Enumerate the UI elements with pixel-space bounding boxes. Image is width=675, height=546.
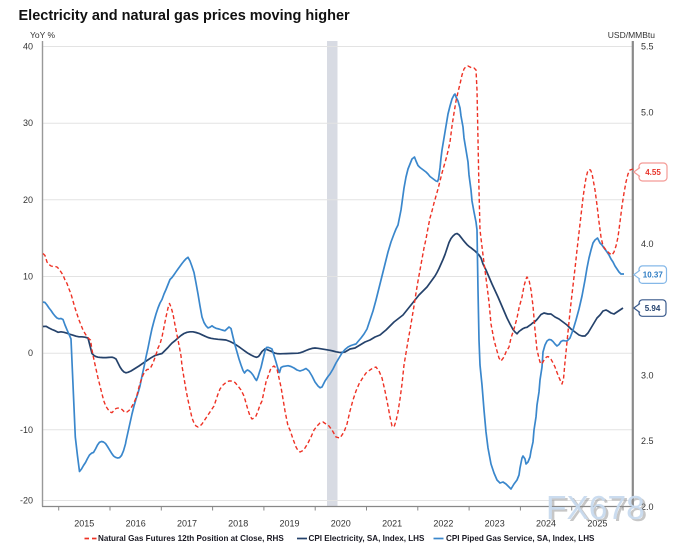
svg-text:0: 0 [28,348,33,358]
svg-text:-20: -20 [20,496,33,506]
svg-text:FX678: FX678 [546,490,645,527]
svg-text:YoY %: YoY % [30,30,55,40]
svg-text:5.0: 5.0 [641,107,654,117]
svg-text:2019: 2019 [279,519,299,529]
svg-text:CPI Piped Gas Service, SA, Ind: CPI Piped Gas Service, SA, Index, LHS [446,534,595,543]
svg-text:2020: 2020 [331,519,351,529]
svg-text:2025: 2025 [587,519,607,529]
svg-text:CPI Electricity, SA, Index, LH: CPI Electricity, SA, Index, LHS [309,534,425,543]
svg-text:USD/MMBtu: USD/MMBtu [608,30,656,40]
svg-text:3.0: 3.0 [641,370,654,380]
svg-text:2.5: 2.5 [641,436,654,446]
svg-text:2021: 2021 [382,519,402,529]
svg-text:10.37: 10.37 [643,271,664,280]
svg-text:30: 30 [23,118,33,128]
svg-text:2016: 2016 [126,519,146,529]
svg-text:2024: 2024 [536,519,556,529]
svg-text:FX678: FX678 [549,492,648,529]
svg-text:2017: 2017 [177,519,197,529]
svg-text:2018: 2018 [228,519,248,529]
svg-text:4.55: 4.55 [645,168,661,177]
svg-text:2022: 2022 [433,519,453,529]
svg-text:Natural Gas Futures 12th Posit: Natural Gas Futures 12th Position at Clo… [98,534,284,543]
svg-text:2015: 2015 [74,519,94,529]
svg-text:40: 40 [23,42,33,52]
svg-text:4.0: 4.0 [641,239,654,249]
svg-text:5.5: 5.5 [641,42,654,52]
svg-text:Electricity and natural gas pr: Electricity and natural gas prices movin… [19,8,351,24]
svg-text:5.94: 5.94 [645,304,661,313]
svg-text:20: 20 [23,195,33,205]
svg-text:10: 10 [23,272,33,282]
svg-text:2.0: 2.0 [641,502,654,512]
svg-text:-10: -10 [20,425,33,435]
svg-text:2023: 2023 [485,519,505,529]
